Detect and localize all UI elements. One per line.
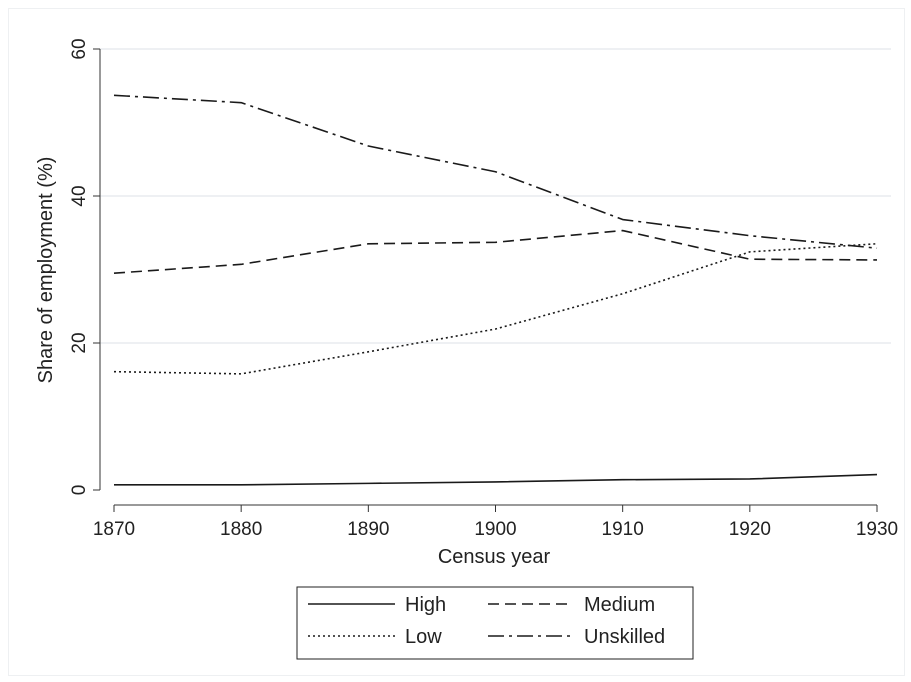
x-axis-title: Census year [438, 546, 551, 568]
x-tick-label: 1930 [856, 519, 898, 540]
series [113, 94, 878, 486]
series-line-unskilled [113, 94, 878, 249]
legend: High Medium Low Unskilled [296, 586, 694, 660]
y-axis-title: Share of employment (%) [35, 157, 57, 384]
legend-label-high: High [405, 594, 446, 616]
legend-box [296, 586, 694, 660]
legend-label-medium: Medium [584, 594, 655, 616]
legend-label-low: Low [405, 626, 442, 648]
series-line-high [114, 473, 878, 486]
axes: 0 20 40 60 1870 1880 1890 1900 1910 1920 1930 [69, 38, 898, 540]
series-line-low [113, 242, 878, 375]
y-tick-label: 40 [69, 185, 90, 206]
x-tick-label: 1900 [474, 519, 516, 540]
x-tick-label: 1870 [93, 519, 135, 540]
x-tick-label: 1890 [347, 519, 389, 540]
x-tick-label: 1880 [220, 519, 262, 540]
y-tick-label: 0 [69, 485, 90, 496]
chart-frame [8, 8, 905, 676]
legend-label-unskilled: Unskilled [584, 626, 665, 648]
x-tick-label: 1920 [729, 519, 771, 540]
y-tick-label: 60 [69, 38, 90, 59]
series-line-medium [113, 229, 878, 274]
x-tick-label: 1910 [602, 519, 644, 540]
grid [100, 48, 891, 344]
y-tick-label: 20 [69, 332, 90, 353]
